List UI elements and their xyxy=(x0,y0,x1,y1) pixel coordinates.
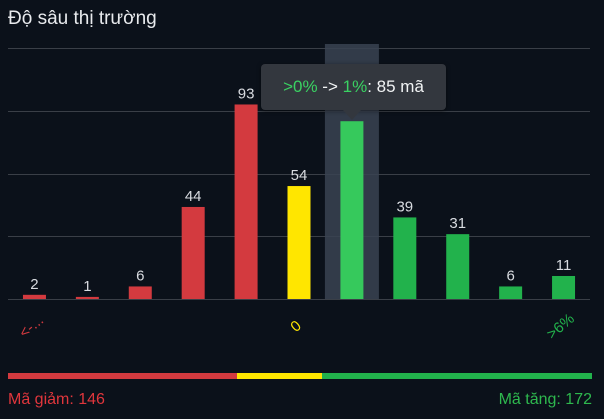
x-tick-label: >6% xyxy=(544,310,578,343)
x-tick-label: <-... xyxy=(16,312,47,342)
bar xyxy=(393,217,417,299)
tooltip-from: >0% xyxy=(283,77,318,96)
bar xyxy=(499,286,523,299)
bar xyxy=(234,104,258,299)
chart-title: Độ sâu thị trường xyxy=(8,8,157,29)
data-label: 44 xyxy=(185,188,202,205)
x-tick-label: 0 xyxy=(287,317,304,335)
data-label: 54 xyxy=(291,167,308,184)
tooltip-pointer xyxy=(343,110,361,120)
bar xyxy=(287,186,311,299)
data-label: 31 xyxy=(449,215,466,232)
bar xyxy=(128,286,152,299)
tooltip-to: 1% xyxy=(342,77,368,96)
bar xyxy=(181,206,205,299)
declining-count: Mã giảm: 146 xyxy=(8,391,105,408)
tooltip-arrow-text: -> xyxy=(317,77,343,96)
strip-unchanged xyxy=(237,373,322,379)
bar xyxy=(340,121,364,299)
data-label: 39 xyxy=(396,198,413,215)
strip-up xyxy=(321,373,592,379)
data-label: 6 xyxy=(136,267,144,284)
bar xyxy=(552,275,576,299)
data-label: 1 xyxy=(83,278,91,295)
bar xyxy=(446,234,470,299)
breadth-strip xyxy=(8,373,592,379)
bar xyxy=(22,294,46,299)
bar-tooltip: >0% -> 1%: 85 mã xyxy=(261,64,446,110)
data-label: 2 xyxy=(30,276,38,293)
bar xyxy=(75,296,99,299)
data-label: 6 xyxy=(506,267,514,284)
tooltip-value: : 85 mã xyxy=(367,77,424,96)
data-label: 11 xyxy=(556,257,572,274)
strip-down xyxy=(8,373,238,379)
data-label: 93 xyxy=(238,85,255,102)
advancing-count: Mã tăng: 172 xyxy=(498,391,592,408)
